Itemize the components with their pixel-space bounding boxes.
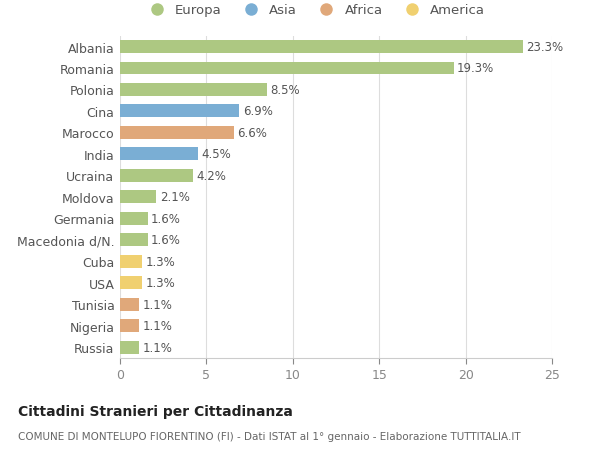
Text: 1.3%: 1.3% <box>146 277 176 290</box>
Bar <box>120 127 234 140</box>
Bar <box>120 41 523 54</box>
Text: 1.6%: 1.6% <box>151 213 181 225</box>
Text: 1.3%: 1.3% <box>146 255 176 268</box>
Text: 2.1%: 2.1% <box>160 191 190 204</box>
Legend: Europa, Asia, Africa, America: Europa, Asia, Africa, America <box>143 4 485 17</box>
Text: 19.3%: 19.3% <box>457 62 494 75</box>
Bar <box>120 191 156 204</box>
Text: 4.5%: 4.5% <box>201 148 231 161</box>
Bar <box>120 234 148 246</box>
Text: 6.6%: 6.6% <box>238 127 268 140</box>
Text: 1.1%: 1.1% <box>142 341 172 354</box>
Bar <box>120 298 139 311</box>
Text: 8.5%: 8.5% <box>271 84 300 97</box>
Text: 1.1%: 1.1% <box>142 298 172 311</box>
Text: 6.9%: 6.9% <box>242 105 272 118</box>
Bar <box>120 148 198 161</box>
Bar <box>120 169 193 182</box>
Bar <box>120 341 139 354</box>
Text: COMUNE DI MONTELUPO FIORENTINO (FI) - Dati ISTAT al 1° gennaio - Elaborazione TU: COMUNE DI MONTELUPO FIORENTINO (FI) - Da… <box>18 431 521 442</box>
Text: 23.3%: 23.3% <box>526 41 563 54</box>
Text: 4.2%: 4.2% <box>196 169 226 182</box>
Bar <box>120 255 142 268</box>
Bar <box>120 105 239 118</box>
Bar <box>120 277 142 290</box>
Bar <box>120 213 148 225</box>
Text: Cittadini Stranieri per Cittadinanza: Cittadini Stranieri per Cittadinanza <box>18 404 293 418</box>
Bar <box>120 84 267 97</box>
Text: 1.1%: 1.1% <box>142 319 172 332</box>
Bar <box>120 319 139 332</box>
Bar <box>120 62 454 75</box>
Text: 1.6%: 1.6% <box>151 234 181 246</box>
